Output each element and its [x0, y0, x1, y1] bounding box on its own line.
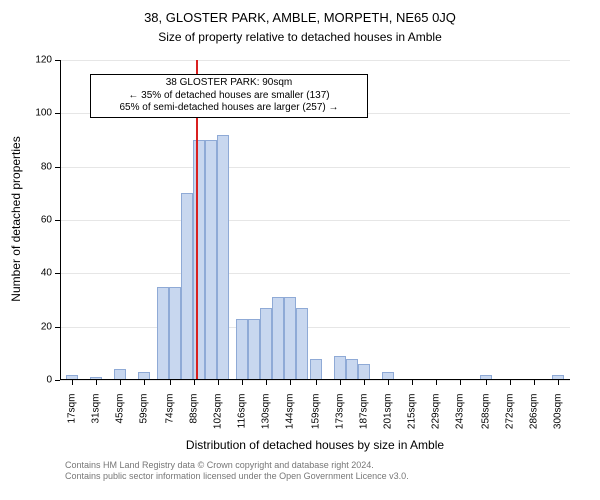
page-title: 38, GLOSTER PARK, AMBLE, MORPETH, NE65 0…: [0, 10, 600, 25]
x-tick-mark: [340, 380, 341, 385]
x-tick-mark: [170, 380, 171, 385]
y-axis-label: Number of detached properties: [9, 59, 23, 379]
x-tick-label: 300sqm: [552, 394, 563, 444]
callout-box: 38 GLOSTER PARK: 90sqm ← 35% of detached…: [90, 74, 368, 118]
x-tick-label: 45sqm: [115, 394, 126, 444]
x-tick-mark: [144, 380, 145, 385]
x-tick-mark: [486, 380, 487, 385]
x-tick-label: 286sqm: [528, 394, 539, 444]
x-tick-label: 272sqm: [504, 394, 515, 444]
footer-line-2: Contains public sector information licen…: [65, 471, 409, 482]
x-tick-mark: [460, 380, 461, 385]
x-tick-mark: [290, 380, 291, 385]
x-tick-label: 229sqm: [431, 394, 442, 444]
x-tick-label: 243sqm: [455, 394, 466, 444]
page-subtitle: Size of property relative to detached ho…: [0, 30, 600, 44]
x-tick-mark: [218, 380, 219, 385]
x-tick-label: 215sqm: [407, 394, 418, 444]
x-tick-mark: [388, 380, 389, 385]
y-tick-mark: [55, 113, 60, 114]
callout-line-2: ← 35% of detached houses are smaller (13…: [95, 90, 363, 103]
x-tick-label: 159sqm: [310, 394, 321, 444]
x-axis-label: Distribution of detached houses by size …: [60, 438, 570, 452]
x-tick-label: 17sqm: [67, 394, 78, 444]
x-tick-mark: [120, 380, 121, 385]
x-tick-mark: [316, 380, 317, 385]
y-tick-mark: [55, 327, 60, 328]
y-tick-label: 120: [26, 55, 52, 66]
callout-line-1: 38 GLOSTER PARK: 90sqm: [95, 77, 363, 90]
x-tick-mark: [96, 380, 97, 385]
x-tick-mark: [412, 380, 413, 385]
x-tick-label: 201sqm: [382, 394, 393, 444]
x-tick-mark: [534, 380, 535, 385]
y-tick-label: 100: [26, 108, 52, 119]
y-tick-label: 60: [26, 215, 52, 226]
x-tick-mark: [558, 380, 559, 385]
x-tick-mark: [242, 380, 243, 385]
callout-line-3: 65% of semi-detached houses are larger (…: [95, 102, 363, 115]
x-tick-label: 74sqm: [164, 394, 175, 444]
y-tick-mark: [55, 273, 60, 274]
x-tick-label: 102sqm: [212, 394, 223, 444]
y-tick-mark: [55, 380, 60, 381]
x-tick-label: 173sqm: [334, 394, 345, 444]
x-tick-mark: [266, 380, 267, 385]
x-tick-label: 130sqm: [261, 394, 272, 444]
y-tick-label: 40: [26, 268, 52, 279]
x-tick-mark: [72, 380, 73, 385]
x-tick-mark: [436, 380, 437, 385]
x-tick-label: 88sqm: [188, 394, 199, 444]
x-tick-label: 59sqm: [139, 394, 150, 444]
y-tick-mark: [55, 220, 60, 221]
footer-attribution: Contains HM Land Registry data © Crown c…: [65, 460, 409, 482]
x-tick-label: 31sqm: [91, 394, 102, 444]
x-tick-label: 187sqm: [358, 394, 369, 444]
x-tick-mark: [510, 380, 511, 385]
y-tick-label: 0: [26, 375, 52, 386]
x-tick-mark: [364, 380, 365, 385]
x-tick-mark: [194, 380, 195, 385]
y-tick-mark: [55, 60, 60, 61]
x-tick-label: 144sqm: [285, 394, 296, 444]
y-tick-label: 20: [26, 321, 52, 332]
y-tick-label: 80: [26, 161, 52, 172]
footer-line-1: Contains HM Land Registry data © Crown c…: [65, 460, 409, 471]
x-tick-label: 116sqm: [237, 394, 248, 444]
y-tick-mark: [55, 167, 60, 168]
x-tick-label: 258sqm: [480, 394, 491, 444]
